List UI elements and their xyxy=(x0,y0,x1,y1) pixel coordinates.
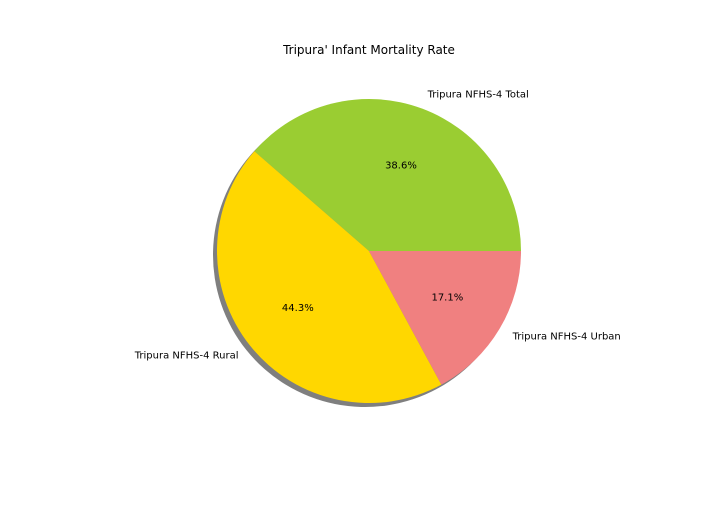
category-label-tripura-nfhs-4-urban: Tripura NFHS-4 Urban xyxy=(512,332,621,343)
percent-label-tripura-nfhs-4-total: 38.6% xyxy=(385,161,417,172)
pie-labels: 38.6% Tripura NFHS-4 Total 44.3% Tripura NF… xyxy=(134,89,621,361)
pie-slices xyxy=(217,98,521,403)
category-label-tripura-nfhs-4-rural: Tripura NFHS-4 Rural xyxy=(134,351,239,362)
percent-label-tripura-nfhs-4-rural: 44.3% xyxy=(282,303,314,314)
slice-tripura-nfhs-4-urban xyxy=(369,251,521,385)
chart-title: Tripura' Infant Mortality Rate xyxy=(282,43,455,57)
slice-tripura-nfhs-4-rural xyxy=(217,151,442,403)
category-label-tripura-nfhs-4-total: Tripura NFHS-4 Total xyxy=(427,89,529,100)
slice-tripura-nfhs-4-total xyxy=(254,98,521,251)
percent-label-tripura-nfhs-4-urban: 17.1% xyxy=(431,293,463,304)
